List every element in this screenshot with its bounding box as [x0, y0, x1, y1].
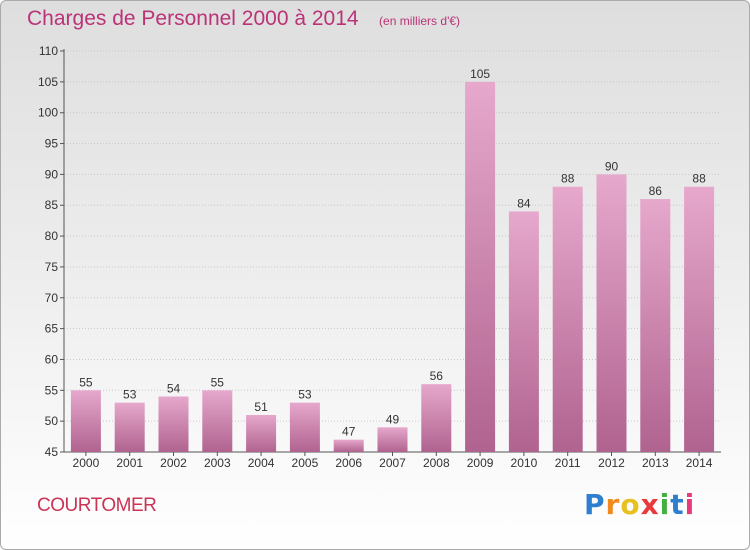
- data-label-2005: 53: [298, 388, 312, 402]
- logo-letter: i: [659, 488, 671, 521]
- chart-title-block: Charges de Personnel 2000 à 2014 (en mil…: [27, 7, 460, 31]
- bars: [70, 81, 715, 452]
- data-label-2006: 47: [342, 425, 356, 439]
- logo-letter: r: [605, 488, 621, 521]
- proxiti-logo[interactable]: Proxiti: [584, 488, 695, 521]
- bar-2013: [640, 199, 671, 452]
- bar-2000: [70, 390, 101, 452]
- x-tick-label-2012: 2012: [598, 456, 625, 470]
- y-tick-label: 60: [45, 352, 59, 366]
- y-tick-label: 110: [39, 44, 58, 58]
- y-tick-label: 75: [45, 260, 59, 274]
- x-tick-label-2004: 2004: [248, 456, 275, 470]
- data-label-2003: 55: [211, 375, 225, 389]
- x-tick-label-2009: 2009: [467, 456, 494, 470]
- logo-letter: x: [640, 488, 660, 521]
- y-tick-label: 85: [45, 198, 59, 212]
- data-label-2012: 90: [605, 159, 619, 173]
- bar-2005: [289, 402, 320, 452]
- bar-2006: [333, 439, 364, 452]
- bar-2003: [202, 390, 233, 452]
- x-tick-label-2000: 2000: [73, 456, 100, 470]
- bar-2010: [508, 211, 539, 452]
- x-tick-label-2007: 2007: [379, 456, 406, 470]
- y-tick-label: 90: [45, 167, 59, 181]
- bar-2004: [246, 414, 277, 452]
- y-tick-label: 65: [45, 322, 59, 336]
- logo-letter: P: [584, 488, 606, 521]
- data-labels: 55 53 54 55 51 53 47 49 56 105 84 88 90 86 88: [79, 67, 706, 439]
- y-tick-label: 50: [45, 414, 59, 428]
- data-label-2009: 105: [470, 67, 490, 81]
- x-tick-label-2005: 2005: [292, 456, 319, 470]
- chart-subtitle: (en milliers d'€): [379, 14, 461, 28]
- y-tick-label: 55: [45, 383, 59, 397]
- data-label-2008: 56: [430, 369, 444, 383]
- data-label-2001: 53: [123, 388, 137, 402]
- axes: 45 50 55 60 65 70 75 80 85 90 95 100 105 110 2000 2001 2…: [38, 44, 721, 470]
- bar-2011: [552, 186, 583, 452]
- y-tick-label: 70: [45, 291, 59, 305]
- x-tick-label-2014: 2014: [686, 456, 713, 470]
- data-label-2013: 86: [649, 184, 663, 198]
- data-label-2002: 54: [167, 381, 181, 395]
- data-label-2000: 55: [79, 375, 93, 389]
- y-tick-label: 105: [38, 75, 58, 89]
- logo-letter: t: [670, 488, 685, 521]
- x-tick-label-2010: 2010: [511, 456, 538, 470]
- y-tick-label: 80: [45, 229, 59, 243]
- x-tick-label-2008: 2008: [423, 456, 450, 470]
- chart-title: Charges de Personnel 2000 à 2014: [27, 7, 359, 30]
- data-label-2007: 49: [386, 412, 400, 426]
- logo-letter: o: [620, 488, 641, 521]
- bar-2008: [421, 384, 452, 452]
- bar-2009: [465, 81, 496, 452]
- bar-2012: [596, 174, 627, 452]
- y-tick-label: 95: [45, 137, 59, 151]
- commune-name: COURTOMER: [37, 495, 157, 516]
- y-tick-label: 100: [38, 106, 58, 120]
- x-tick-label-2002: 2002: [160, 456, 187, 470]
- y-tick-label: 45: [45, 445, 59, 459]
- x-tick-label-2003: 2003: [204, 456, 231, 470]
- x-tick-label-2013: 2013: [642, 456, 669, 470]
- data-label-2004: 51: [254, 400, 268, 414]
- bar-2007: [377, 427, 408, 452]
- bar-2001: [114, 402, 145, 452]
- logo-letter: i: [684, 488, 696, 521]
- x-tick-label-2011: 2011: [555, 456, 581, 470]
- bar-2002: [158, 396, 189, 452]
- data-label-2010: 84: [517, 196, 531, 210]
- bar-2014: [684, 186, 715, 452]
- x-tick-label-2001: 2001: [116, 456, 143, 470]
- data-label-2014: 88: [692, 172, 706, 186]
- data-label-2011: 88: [561, 172, 575, 186]
- x-tick-label-2006: 2006: [335, 456, 362, 470]
